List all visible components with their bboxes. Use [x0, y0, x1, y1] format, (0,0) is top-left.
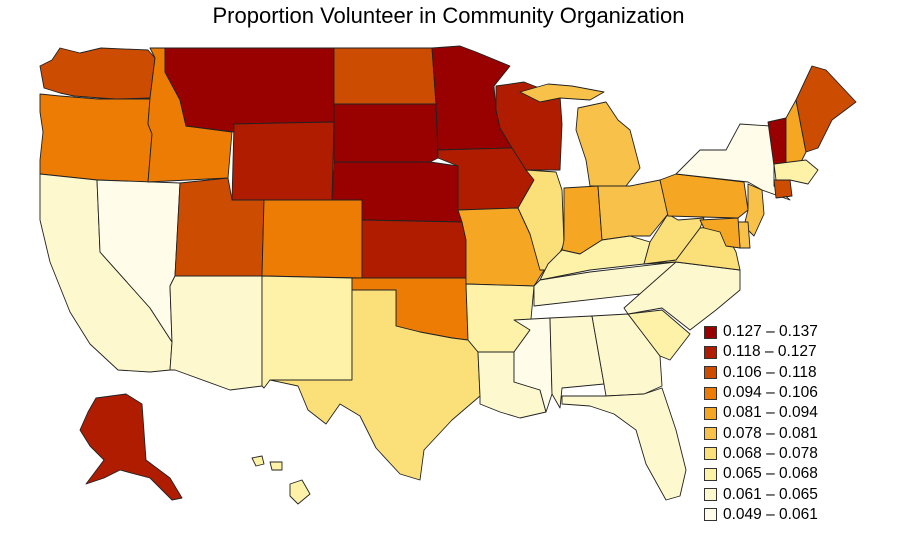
legend-swatch [704, 325, 717, 339]
legend-label: 0.106 – 0.118 [723, 363, 817, 381]
legend-item: 0.068 – 0.078 [704, 444, 818, 464]
legend-swatch [704, 427, 717, 441]
legend-swatch [704, 345, 717, 359]
state-nd[interactable] [333, 47, 437, 105]
state-wa[interactable] [39, 47, 156, 100]
legend-item: 0.049 – 0.061 [704, 505, 818, 525]
state-mi[interactable] [575, 101, 641, 187]
legend-label: 0.068 – 0.078 [723, 444, 818, 462]
state-sc[interactable] [627, 309, 691, 361]
legend-item: 0.094 – 0.106 [704, 383, 818, 403]
legend-swatch [704, 366, 717, 380]
state-md[interactable] [699, 217, 741, 249]
state-mt[interactable] [164, 47, 335, 133]
state-hi[interactable] [289, 479, 311, 505]
legend-label: 0.081 – 0.094 [723, 404, 818, 422]
legend-swatch [704, 447, 717, 461]
legend-label: 0.049 – 0.061 [723, 505, 818, 523]
legend-item: 0.081 – 0.094 [704, 403, 818, 423]
legend-item: 0.127 – 0.137 [704, 322, 818, 342]
legend-item: 0.061 – 0.065 [704, 484, 818, 504]
state-mi-upper[interactable] [519, 83, 605, 103]
legend-label: 0.094 – 0.106 [723, 384, 818, 402]
state-nh[interactable] [785, 99, 807, 165]
legend-swatch [704, 508, 717, 522]
state-fl[interactable] [561, 387, 687, 501]
state-ks[interactable] [361, 219, 467, 279]
state-ct[interactable] [773, 179, 793, 199]
legend-item: 0.106 – 0.118 [704, 363, 818, 383]
state-nm[interactable] [261, 275, 353, 389]
legend-label: 0.065 – 0.068 [723, 465, 818, 483]
legend-item: 0.078 – 0.081 [704, 423, 818, 443]
state-wy[interactable] [231, 121, 335, 201]
state-hi-islet-1 [251, 455, 265, 467]
state-nj[interactable] [743, 183, 765, 237]
state-me[interactable] [795, 65, 857, 153]
state-ak[interactable] [79, 393, 183, 501]
state-sd[interactable] [333, 103, 439, 163]
legend-item: 0.065 – 0.068 [704, 464, 818, 484]
legend-label: 0.118 – 0.127 [723, 343, 817, 361]
state-tx[interactable] [269, 289, 481, 481]
state-co[interactable] [261, 199, 363, 279]
state-az[interactable] [169, 275, 263, 391]
state-or[interactable] [39, 93, 153, 183]
legend-label: 0.127 – 0.137 [723, 323, 818, 341]
state-ky[interactable] [539, 235, 651, 281]
legend-swatch [704, 406, 717, 420]
legend-swatch [704, 488, 717, 502]
legend-item: 0.118 – 0.127 [704, 342, 818, 362]
legend-label: 0.078 – 0.081 [723, 424, 818, 442]
state-hi-islet-2 [269, 461, 283, 471]
map-title: Proportion Volunteer in Community Organi… [212, 3, 685, 28]
legend-swatch [704, 386, 717, 400]
legend-label: 0.061 – 0.065 [723, 485, 818, 503]
legend: 0.127 – 0.137 0.118 – 0.127 0.106 – 0.118 0… [704, 322, 818, 525]
legend-swatch [704, 467, 717, 481]
